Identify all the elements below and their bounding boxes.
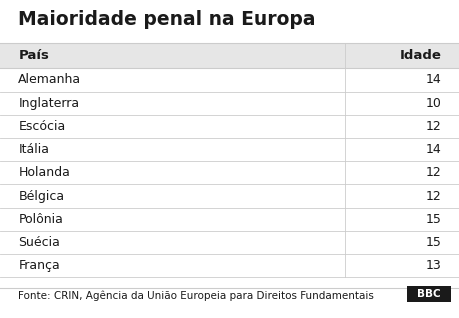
FancyBboxPatch shape [0,43,459,68]
Text: Inglaterra: Inglaterra [18,97,79,110]
Text: Holanda: Holanda [18,166,70,179]
Text: Fonte: CRIN, Agência da União Europeia para Direitos Fundamentais: Fonte: CRIN, Agência da União Europeia p… [18,290,374,301]
Text: Idade: Idade [399,49,441,62]
Text: Polônia: Polônia [18,213,63,226]
FancyBboxPatch shape [406,286,450,302]
Text: 15: 15 [425,236,441,249]
Text: Escócia: Escócia [18,120,66,133]
Text: 10: 10 [425,97,441,110]
Text: 13: 13 [425,259,441,272]
Text: 14: 14 [425,73,441,86]
Text: 15: 15 [425,213,441,226]
Text: Bélgica: Bélgica [18,190,64,203]
Text: Maioridade penal na Europa: Maioridade penal na Europa [18,10,315,29]
Text: Alemanha: Alemanha [18,73,81,86]
Text: Suécia: Suécia [18,236,60,249]
Text: País: País [18,49,49,62]
Text: 12: 12 [425,120,441,133]
Text: 12: 12 [425,190,441,203]
Text: França: França [18,259,60,272]
Text: 12: 12 [425,166,441,179]
Text: BBC: BBC [416,289,440,299]
Text: 14: 14 [425,143,441,156]
Text: Itália: Itália [18,143,49,156]
